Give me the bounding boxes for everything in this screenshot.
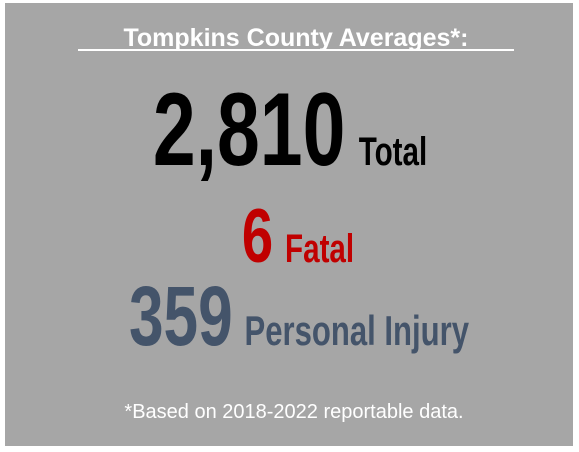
stat-text: 2,810 Total xyxy=(153,72,427,188)
stat-value: 2,810 xyxy=(153,72,346,188)
panel xyxy=(5,3,573,446)
stat-value: 359 xyxy=(129,269,233,363)
stat-fatal: 6 Fatal xyxy=(242,194,354,279)
footnote: *Based on 2018-2022 reportable data. xyxy=(124,401,463,423)
title: Tompkins County Averages*: xyxy=(124,24,469,52)
stat-total: 2,810 Total xyxy=(153,72,427,188)
stat-label: Fatal xyxy=(285,227,354,271)
stat-label: Personal Injury xyxy=(245,307,470,354)
stat-text: 359 Personal Injury xyxy=(129,269,469,363)
stat-label: Total xyxy=(359,130,427,174)
stat-text: 6 Fatal xyxy=(242,194,354,279)
stat-injury: 359 Personal Injury xyxy=(129,269,469,363)
stat-value: 6 xyxy=(242,194,273,279)
